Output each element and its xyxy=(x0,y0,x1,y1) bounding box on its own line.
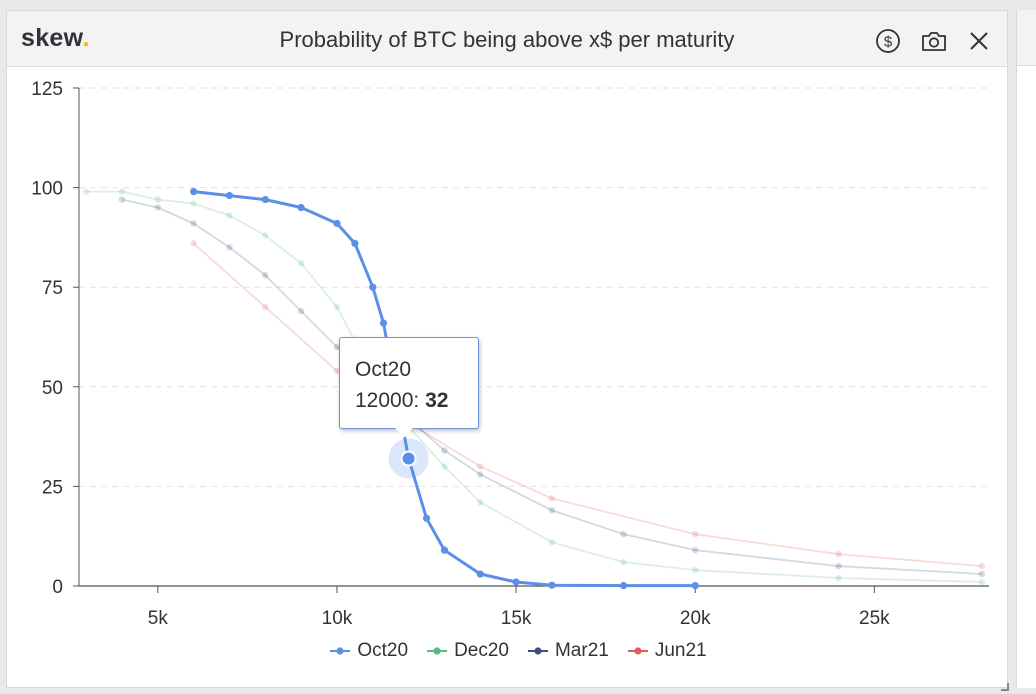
legend-label: Oct20 xyxy=(357,640,409,661)
data-point-oct20 xyxy=(369,283,377,291)
svg-text:$: $ xyxy=(884,34,893,51)
data-point-dec20 xyxy=(226,212,233,219)
chart-title: Probability of BTC being above x$ per ma… xyxy=(279,27,735,52)
data-point-oct20 xyxy=(261,195,269,204)
y-tick-label: 75 xyxy=(42,278,63,299)
legend-label: Jun21 xyxy=(654,640,707,661)
legend-item-mar21[interactable]: Mar21 xyxy=(527,640,609,662)
data-point-mar21 xyxy=(333,343,341,351)
data-point-oct20 xyxy=(476,570,484,578)
data-point-dec20 xyxy=(82,188,90,195)
data-point-mar21 xyxy=(835,562,842,570)
data-point-jun21 xyxy=(262,303,269,311)
data-point-oct20 xyxy=(190,187,198,196)
series-line-jun21 xyxy=(193,242,982,567)
tooltip-value-line: 12000: 32 xyxy=(355,389,449,412)
data-point-oct20 xyxy=(422,514,431,522)
data-point-dec20 xyxy=(441,463,448,470)
legend-marker xyxy=(427,647,448,655)
data-point-jun21 xyxy=(548,495,556,502)
data-point-oct20 xyxy=(225,191,234,200)
data-point-oct20 xyxy=(440,546,449,554)
data-point-dec20 xyxy=(548,538,556,546)
legend-item-dec20[interactable]: Dec20 xyxy=(426,640,509,662)
legend-label: Mar21 xyxy=(554,640,609,661)
data-point-oct20 xyxy=(619,582,628,590)
data-point-mar21 xyxy=(262,272,269,279)
skew-logo: skew. xyxy=(21,24,90,52)
legend-marker xyxy=(527,647,548,655)
dollar-icon[interactable]: $ xyxy=(874,27,902,55)
close-icon[interactable] xyxy=(965,27,993,55)
adjacent-panel-edge xyxy=(1016,10,1036,688)
data-point-mar21 xyxy=(620,531,627,538)
data-point-dec20 xyxy=(835,574,842,582)
y-tick-label: 100 xyxy=(31,179,63,200)
data-point-oct20 xyxy=(379,319,388,327)
panel-header: skew. Probability of BTC being above x$ … xyxy=(7,11,1007,67)
chart-panel: skew. Probability of BTC being above x$ … xyxy=(6,10,1009,691)
data-point-mar21 xyxy=(190,220,197,227)
data-point-dec20 xyxy=(262,232,269,239)
data-point-jun21 xyxy=(835,550,842,558)
chart-tooltip: Oct20 12000: 32 xyxy=(339,337,479,429)
data-point-jun21 xyxy=(333,367,341,375)
data-point-dec20 xyxy=(118,188,126,195)
data-point-mar21 xyxy=(226,244,233,251)
data-point-dec20 xyxy=(692,566,699,574)
legend-marker xyxy=(627,647,648,655)
data-point-oct20 xyxy=(548,581,556,589)
data-point-jun21 xyxy=(477,463,484,470)
x-tick-label: 15k xyxy=(501,608,532,629)
y-tick-label: 50 xyxy=(42,378,63,399)
data-point-dec20 xyxy=(978,578,986,586)
data-point-dec20 xyxy=(477,499,484,506)
data-point-jun21 xyxy=(978,562,986,570)
data-point-mar21 xyxy=(692,546,699,554)
data-point-jun21 xyxy=(692,531,699,538)
data-point-dec20 xyxy=(297,260,305,267)
data-point-dec20 xyxy=(333,303,341,311)
data-point-dec20 xyxy=(620,558,627,566)
y-tick-label: 0 xyxy=(52,577,63,598)
data-point-oct20 xyxy=(297,203,305,212)
legend-label: Dec20 xyxy=(454,640,509,661)
data-point-mar21 xyxy=(441,447,448,454)
x-tick-label: 5k xyxy=(148,608,169,629)
x-tick-label: 10k xyxy=(322,608,353,629)
data-point-dec20 xyxy=(154,196,162,203)
data-point-mar21 xyxy=(477,471,484,478)
x-tick-label: 25k xyxy=(859,608,890,629)
data-point-oct20 xyxy=(512,578,520,586)
data-point-oct20 xyxy=(333,219,341,228)
data-point-mar21 xyxy=(118,196,126,203)
legend-marker xyxy=(330,647,351,655)
legend-item-oct20[interactable]: Oct20 xyxy=(329,640,408,662)
data-point-dec20 xyxy=(190,200,197,207)
legend-item-jun21[interactable]: Jun21 xyxy=(627,640,707,662)
y-tick-label: 125 xyxy=(31,79,63,100)
resize-handle[interactable] xyxy=(1001,683,1009,691)
data-point-oct20 xyxy=(691,582,699,590)
data-point-oct20 xyxy=(351,239,359,247)
hovered-data-point xyxy=(400,450,417,467)
tooltip-pointer xyxy=(395,428,413,438)
y-tick-label: 25 xyxy=(42,477,63,498)
data-point-jun21 xyxy=(190,240,197,247)
data-point-mar21 xyxy=(978,570,986,578)
data-point-mar21 xyxy=(297,307,305,315)
data-point-mar21 xyxy=(154,204,162,211)
x-tick-label: 20k xyxy=(680,608,711,629)
data-point-mar21 xyxy=(548,507,556,514)
chart-legend: Oct20 Dec20 Mar21 Jun21 xyxy=(0,640,1036,662)
tooltip-series: Oct20 xyxy=(355,358,412,381)
camera-icon[interactable] xyxy=(920,27,948,55)
